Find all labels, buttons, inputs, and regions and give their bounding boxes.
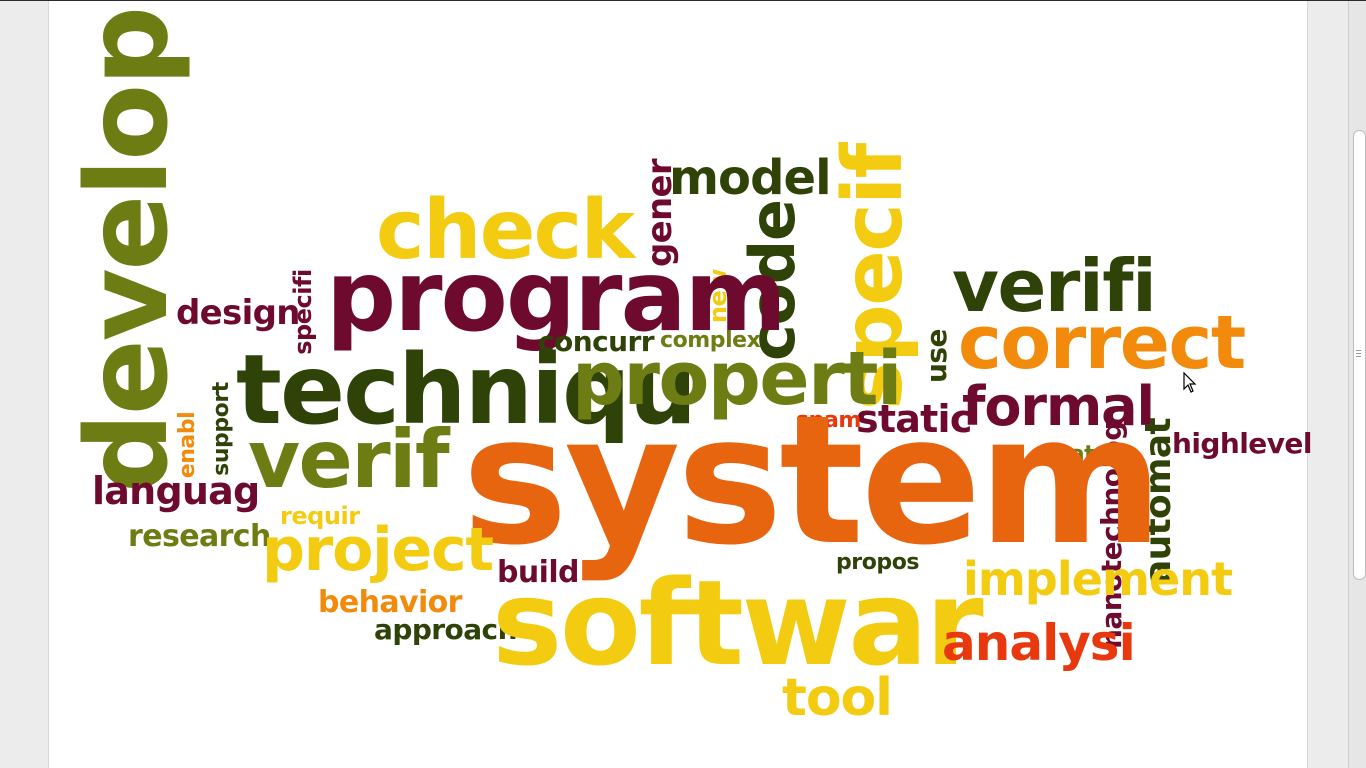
cloud-word-softwar: softwar [492, 554, 984, 692]
scrollbar-grip-line [1356, 350, 1361, 351]
cloud-word-develop: develop [63, 8, 193, 493]
cloud-word-concurr: concurr [538, 325, 655, 358]
cloud-word-build: build [497, 555, 579, 590]
cloud-word-support: support [209, 382, 234, 476]
cloud-word-techniqu: techniqu [236, 334, 697, 446]
left-gutter [0, 1, 22, 768]
cloud-word-propos: propos [836, 550, 920, 575]
cloud-word-spam: spam [796, 408, 861, 433]
cloud-word-design: design [176, 293, 300, 333]
cloud-word-complex: complex [660, 328, 761, 353]
cloud-word-highlevel: highlevel [1172, 427, 1312, 460]
cloud-word-program: program [326, 240, 787, 354]
cloud-word-correct: correct [958, 300, 1246, 386]
cloud-word-project: project [262, 515, 494, 585]
cloud-word-research: research [128, 519, 271, 554]
cloud-word-analysi: analysi [942, 614, 1136, 672]
cloud-word-requir: requir [280, 502, 360, 530]
cloud-word-tool: model [669, 150, 832, 206]
cloud-word-approach: approach [374, 613, 518, 646]
cloud-word-model: static [856, 397, 972, 441]
cloud-word-behavior: behavior [318, 585, 462, 620]
cloud-word-formal: tool [782, 668, 893, 728]
cloud-word-verifi: verifi [952, 244, 1157, 328]
cloud-word-state: state [1047, 442, 1109, 467]
cloud-word-implement: formal [962, 375, 1155, 438]
scrollbar-thumb[interactable] [1353, 130, 1366, 580]
cloud-word-system: system [462, 377, 1163, 584]
scrollbar-grip-line [1356, 353, 1361, 354]
cloud-word-check: check [376, 183, 635, 278]
scrollbar-grip-line [1356, 356, 1361, 357]
window-top-border [0, 0, 1366, 1]
arrow-pointer-icon [1183, 371, 1197, 399]
cloud-word-static: implement [963, 552, 1233, 606]
cloud-word-properti: properti [572, 336, 902, 422]
page-canvas [48, 1, 1308, 768]
cloud-word-verif: verif [248, 413, 450, 506]
cloud-word-languag: languag [92, 469, 260, 513]
